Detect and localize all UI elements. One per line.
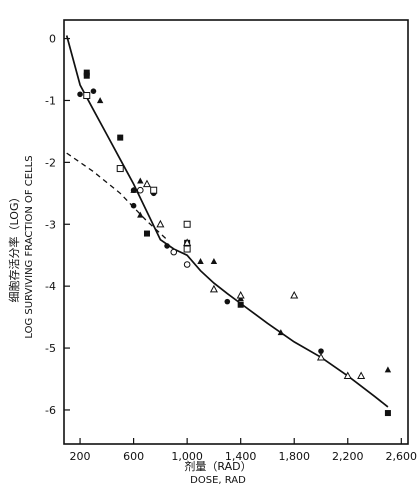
data-point-open-triangle [236, 290, 245, 299]
data-point-filled-triangle [137, 177, 144, 184]
plot-frame [63, 19, 409, 445]
data-point-filled-triangle [277, 329, 285, 336]
data-point-filled-triangle [197, 258, 204, 265]
x-tick-label: 1,000 [171, 450, 203, 463]
x-tick-label: 2,200 [332, 450, 364, 463]
data-point-filled-square [384, 410, 391, 417]
data-point-filled-triangle [130, 186, 137, 193]
data-point-filled-square [143, 230, 150, 237]
data-point-open-triangle [343, 371, 352, 380]
data-point-filled-circle [318, 348, 324, 354]
x-tick-label: 200 [70, 450, 91, 463]
data-point-open-square [83, 92, 91, 100]
data-point-filled-circle [90, 88, 97, 94]
y-tick-label: -3 [45, 218, 56, 231]
data-point-open-triangle [183, 238, 192, 246]
data-point-open-circle [183, 261, 191, 268]
y-axis-title: LOG SURVIVING FRACTION OF CELLS [24, 155, 35, 338]
data-point-open-triangle [357, 371, 366, 380]
survival-curve-line [65, 35, 389, 408]
data-point-filled-triangle [137, 211, 144, 218]
data-point-open-circle [170, 248, 178, 256]
data-point-open-triangle [209, 284, 218, 293]
y-tick-label: 0 [49, 33, 56, 46]
data-point-open-triangle [290, 290, 299, 299]
data-point-open-triangle [156, 219, 165, 228]
data-point-filled-triangle [96, 97, 104, 104]
x-tick-label: 1,800 [278, 450, 310, 463]
data-point-filled-square [83, 69, 90, 76]
data-point-open-circle [136, 186, 144, 194]
data-point-filled-triangle [210, 258, 218, 265]
y-axis-title-cn: 细胞存活分率（LOG） [7, 192, 21, 303]
y-tick-label: -2 [45, 156, 56, 169]
y-tick-label: -5 [45, 342, 56, 355]
data-point-filled-circle [164, 243, 170, 249]
data-point-filled-square [117, 134, 124, 141]
data-point-filled-square [237, 301, 244, 308]
data-point-open-square [183, 220, 191, 228]
x-axis-title-cn: 剂量（RAD） [184, 459, 251, 473]
x-tick-label: 600 [123, 450, 144, 463]
dashed-extrapolation-line [66, 152, 168, 241]
data-point-filled-triangle [384, 366, 392, 373]
data-point-filled-square [83, 72, 90, 79]
x-tick-label: 2,600 [386, 450, 417, 463]
data-point-filled-circle [77, 91, 83, 98]
y-tick-label: -1 [45, 94, 56, 107]
data-point-open-square [150, 186, 158, 194]
data-point-open-triangle [316, 352, 326, 361]
y-tick-label: -6 [45, 404, 56, 417]
y-tick-label: -4 [45, 280, 56, 293]
data-point-open-triangle [142, 179, 152, 188]
x-axis-title: DOSE, RAD [190, 475, 246, 486]
data-point-open-square [116, 165, 124, 173]
data-point-filled-circle [224, 298, 231, 305]
data-point-open-square [183, 245, 191, 253]
data-point-filled-circle [130, 202, 137, 209]
x-tick-label: 1,400 [225, 450, 257, 463]
